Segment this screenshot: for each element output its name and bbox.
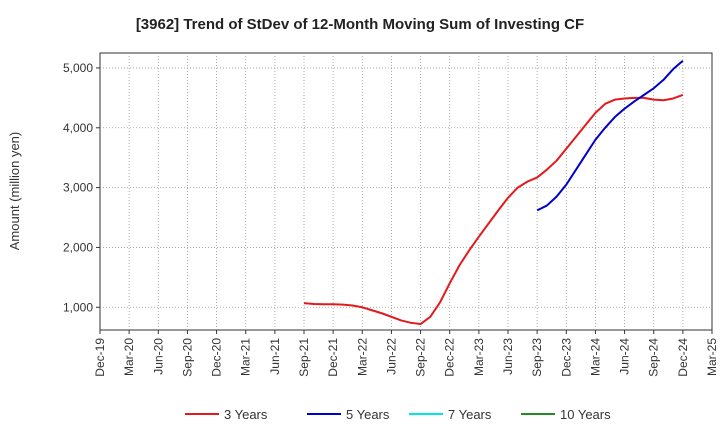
x-tick-label: Dec-21 (326, 338, 340, 377)
x-tick-label: Jun-23 (501, 338, 515, 375)
x-tick-label: Sep-21 (297, 338, 311, 377)
x-tick-label: Mar-22 (355, 338, 369, 376)
y-axis: 1,000 2,000 3,000 4,000 5,000 (63, 61, 100, 314)
y-tick-label: 3,000 (63, 181, 93, 195)
y-axis-label: Amount (million yen) (7, 132, 22, 251)
legend-label: 5 Years (346, 407, 390, 422)
x-tick-label: Mar-20 (122, 338, 136, 376)
x-tick-label: Dec-22 (443, 338, 457, 377)
legend: 3 Years 5 Years 7 Years 10 Years (185, 407, 611, 422)
legend-label: 3 Years (224, 407, 268, 422)
grid (100, 53, 712, 330)
series-line-0 (303, 93, 684, 326)
x-tick-label: Sep-20 (180, 338, 194, 377)
plot-area (99, 52, 713, 331)
legend-label: 7 Years (448, 407, 492, 422)
x-tick-label: Mar-24 (588, 338, 602, 376)
x-tick-label: Dec-20 (210, 338, 224, 377)
x-tick-label: Jun-21 (268, 338, 282, 375)
x-tick-label: Mar-21 (239, 338, 253, 376)
x-tick-label: Mar-23 (472, 338, 486, 376)
series-lines (303, 60, 684, 326)
series-line-1 (536, 60, 684, 212)
y-tick-label: 2,000 (63, 240, 93, 254)
x-tick-label: Dec-19 (93, 338, 107, 377)
x-tick-label: Mar-25 (705, 338, 719, 376)
x-tick-label: Jun-22 (384, 338, 398, 375)
y-tick-label: 5,000 (63, 61, 93, 75)
x-tick-label: Sep-24 (647, 338, 661, 377)
y-tick-label: 1,000 (63, 300, 93, 314)
y-tick-label: 4,000 (63, 121, 93, 135)
x-tick-label: Dec-24 (676, 338, 690, 377)
x-axis: Dec-19 Mar-20 Jun-20 Sep-20 Dec-20 Mar-21 Jun-… (93, 330, 719, 377)
legend-label: 10 Years (560, 407, 611, 422)
chart-title: [3962] Trend of StDev of 12-Month Moving… (136, 16, 584, 33)
x-tick-label: Sep-22 (414, 338, 428, 377)
x-tick-label: Jun-20 (151, 338, 165, 375)
x-tick-label: Jun-24 (618, 338, 632, 375)
x-tick-label: Sep-23 (530, 338, 544, 377)
x-tick-label: Dec-23 (559, 338, 573, 377)
